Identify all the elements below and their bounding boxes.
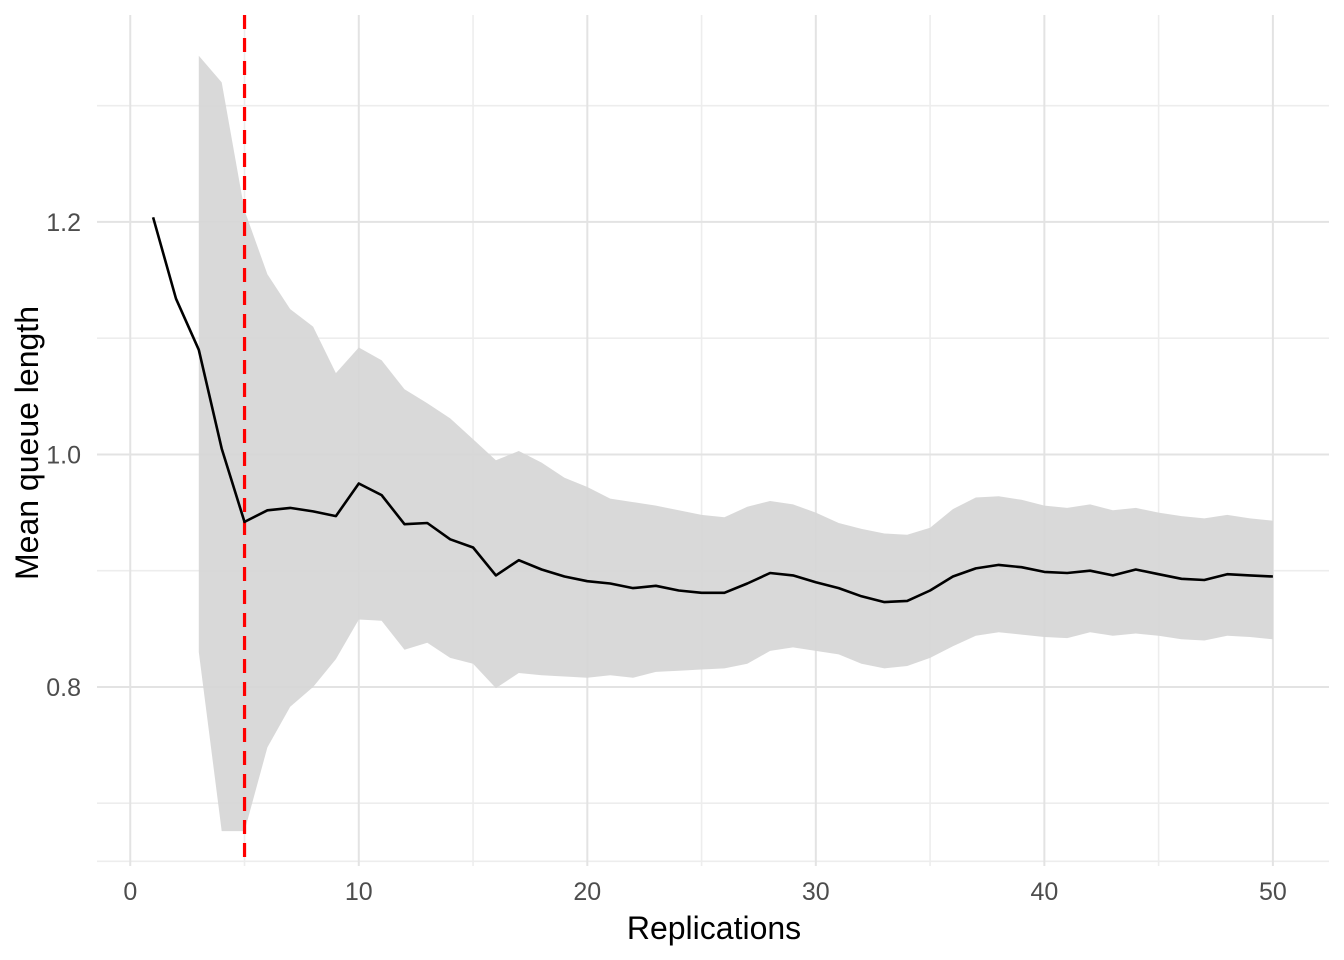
y-axis-title: Mean queue length [9, 306, 45, 580]
x-tick-label: 40 [1030, 878, 1058, 906]
gridlines-major [97, 15, 1329, 866]
y-tick-label: 0.8 [46, 674, 81, 702]
y-axis-tick-labels: 0.8 1.0 1.2 [46, 209, 81, 702]
y-tick-label: 1.2 [46, 209, 81, 237]
x-tick-label: 20 [573, 878, 601, 906]
y-tick-label: 1.0 [46, 442, 81, 470]
x-tick-label: 30 [802, 878, 830, 906]
x-axis-title: Replications [627, 910, 801, 946]
gridlines-minor [97, 15, 1329, 866]
ci-ribbon [198, 55, 1273, 832]
x-tick-label: 10 [345, 878, 373, 906]
x-tick-label: 50 [1259, 878, 1287, 906]
mean-line [151, 216, 1273, 604]
x-axis-tick-labels: 0 10 20 30 40 50 [123, 878, 1286, 906]
x-tick-label: 0 [123, 878, 137, 906]
